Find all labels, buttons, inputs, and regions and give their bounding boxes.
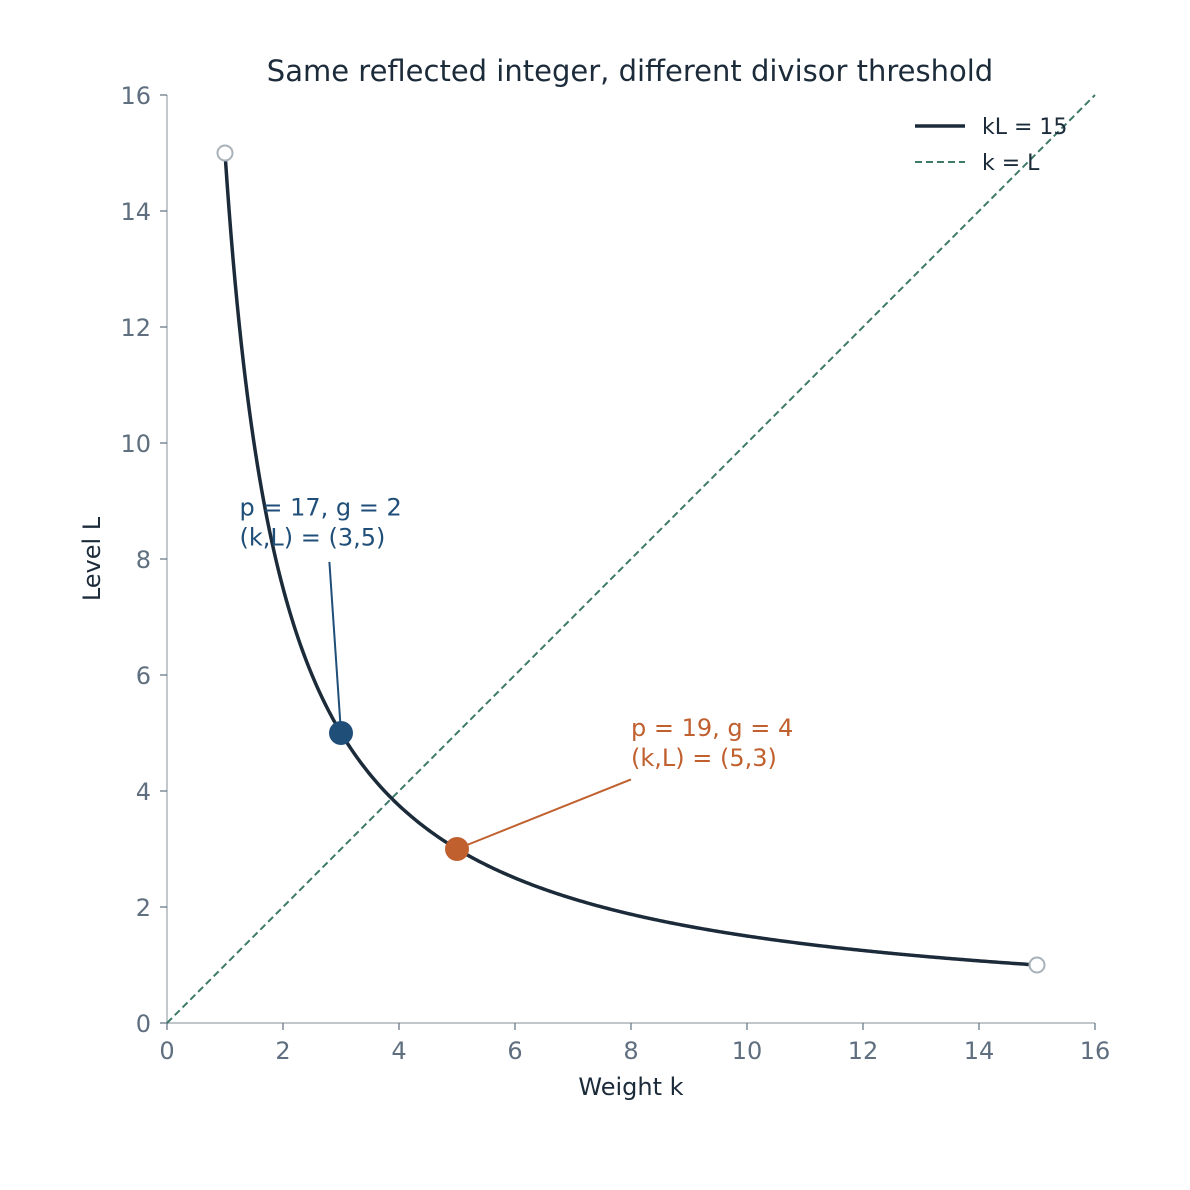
x-tick-label: 8 — [623, 1037, 638, 1065]
x-axis-label: Weight k — [578, 1073, 683, 1101]
x-tick-label: 16 — [1080, 1037, 1111, 1065]
legend-label-k-eq-l: k = L — [982, 151, 1040, 176]
y-axis-label: Level L — [78, 516, 106, 601]
y-tick-label: 14 — [120, 198, 151, 226]
annotation-leader-line — [328, 561, 342, 734]
y-tick-label: 12 — [120, 314, 151, 342]
x-tick-label: 10 — [732, 1037, 763, 1065]
y-ticks: 0 2 4 6 8 10 12 14 16 — [120, 82, 167, 1038]
highlighted-point — [445, 837, 469, 861]
y-tick-label: 2 — [136, 894, 151, 922]
annotation-label: (k,L) = (5,3) — [631, 744, 777, 772]
annotation-label: p = 19, g = 4 — [631, 714, 793, 742]
y-tick-label: 6 — [136, 662, 151, 690]
legend-label-kl-15: kL = 15 — [982, 115, 1067, 140]
y-tick-label: 4 — [136, 778, 151, 806]
annotation-leader-line — [456, 778, 632, 850]
series-line-kl-15 — [223, 152, 1038, 967]
highlighted-point — [329, 721, 353, 745]
annotations: p = 17, g = 2(k,L) = (3,5) p = 19, g = 4(… — [240, 494, 793, 861]
curve-endpoint — [1028, 956, 1046, 974]
plot-area — [166, 94, 1096, 1024]
chart-title: Same reflected integer, different diviso… — [267, 54, 993, 88]
curve-endpoint — [216, 144, 234, 162]
series-line-k-eq-l — [166, 94, 1096, 1024]
x-tick-label: 6 — [507, 1037, 522, 1065]
y-tick-label: 0 — [136, 1010, 151, 1038]
y-tick-label: 10 — [120, 430, 151, 458]
x-tick-label: 4 — [391, 1037, 406, 1065]
x-tick-label: 14 — [964, 1037, 995, 1065]
x-tick-label: 0 — [159, 1037, 174, 1065]
x-tick-label: 12 — [848, 1037, 879, 1065]
x-ticks: 0 2 4 6 8 10 12 14 16 — [159, 1023, 1110, 1065]
annotation-label: (k,L) = (3,5) — [240, 524, 386, 552]
legend: kL = 15 k = L — [915, 115, 1067, 176]
annotation-label: p = 17, g = 2 — [240, 494, 402, 522]
y-tick-label: 16 — [120, 82, 151, 110]
y-tick-label: 8 — [136, 546, 151, 574]
x-tick-label: 2 — [275, 1037, 290, 1065]
